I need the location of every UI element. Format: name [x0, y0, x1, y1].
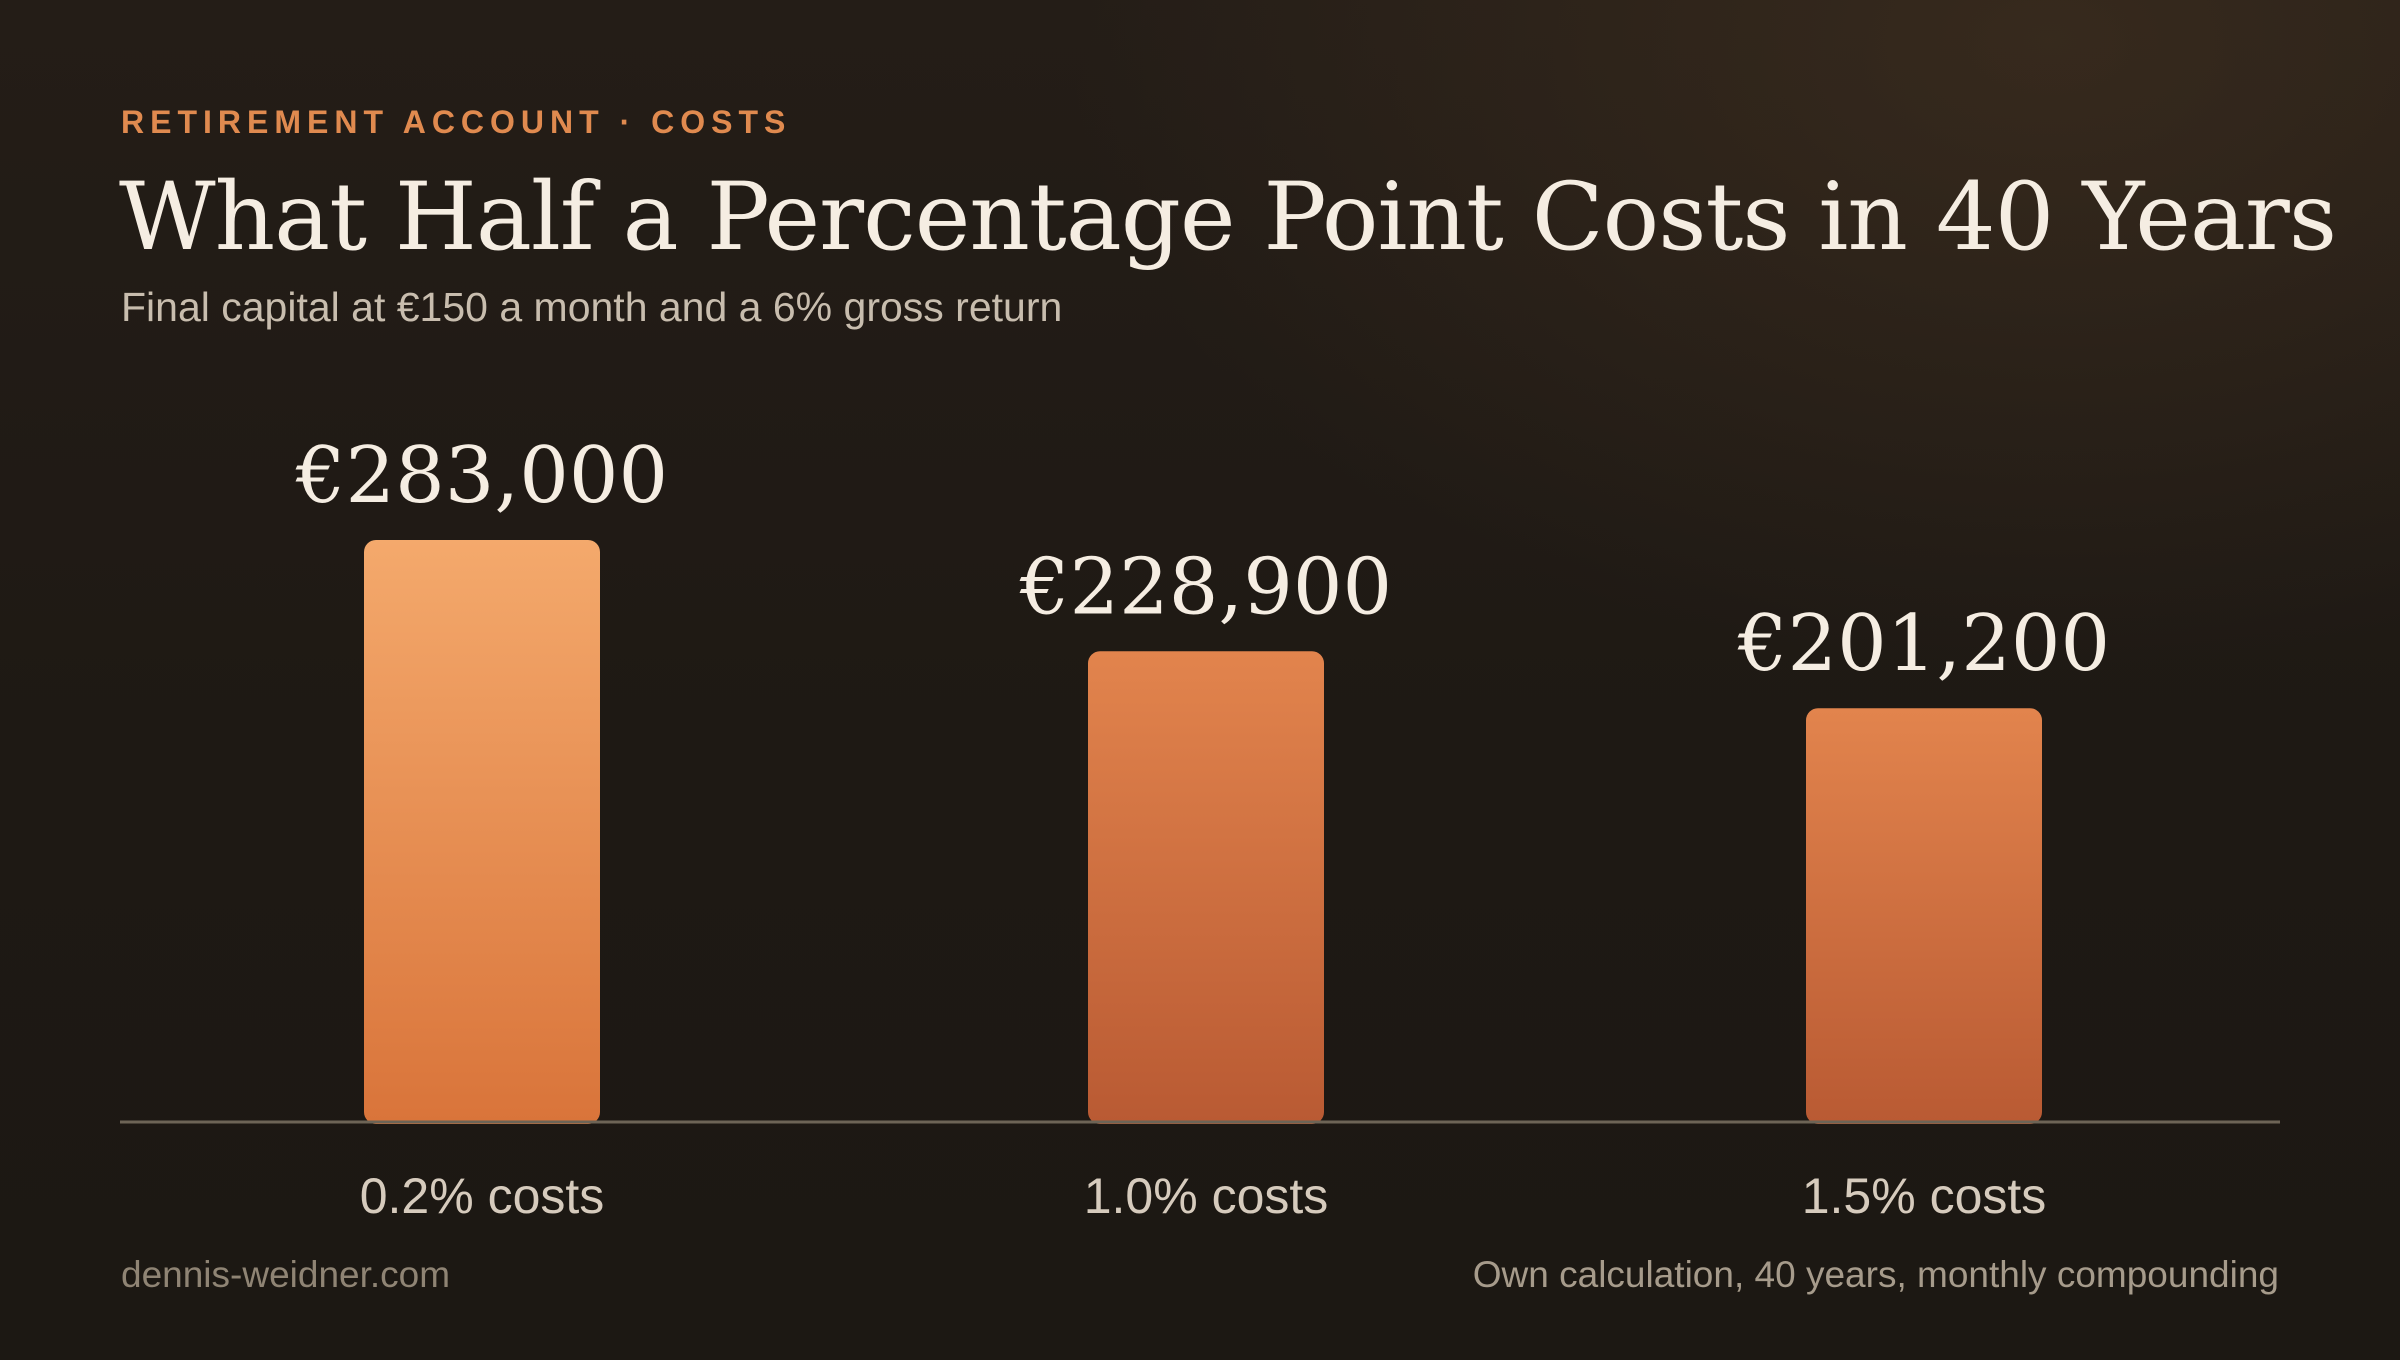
source-site: dennis-weidner.com [121, 1254, 451, 1295]
chart-subtitle: Final capital at €150 a month and a 6% g… [121, 284, 1063, 330]
category-label-1: 0.2% costs [360, 1168, 605, 1224]
bar-3 [1806, 708, 2042, 1124]
labels-group: €283,000 0.2% costs €228,900 1.0% costs €201… [295, 431, 2110, 1224]
value-label-2: €228,900 [1019, 542, 1392, 632]
value-label-3: €201,200 [1737, 599, 2110, 689]
footnote: Own calculation, 40 years, monthly compo… [1472, 1254, 2279, 1295]
eyebrow-label: RETIREMENT ACCOUNT · COSTS [121, 104, 792, 140]
category-label-3: 1.5% costs [1802, 1168, 2047, 1224]
bar-2 [1088, 651, 1324, 1124]
value-label-1: €283,000 [295, 431, 668, 521]
bar-1 [364, 540, 600, 1124]
bars-group [364, 540, 2042, 1124]
chart-title: What Half a Percentage Point Costs in 40… [119, 163, 2337, 272]
category-label-2: 1.0% costs [1084, 1168, 1329, 1224]
